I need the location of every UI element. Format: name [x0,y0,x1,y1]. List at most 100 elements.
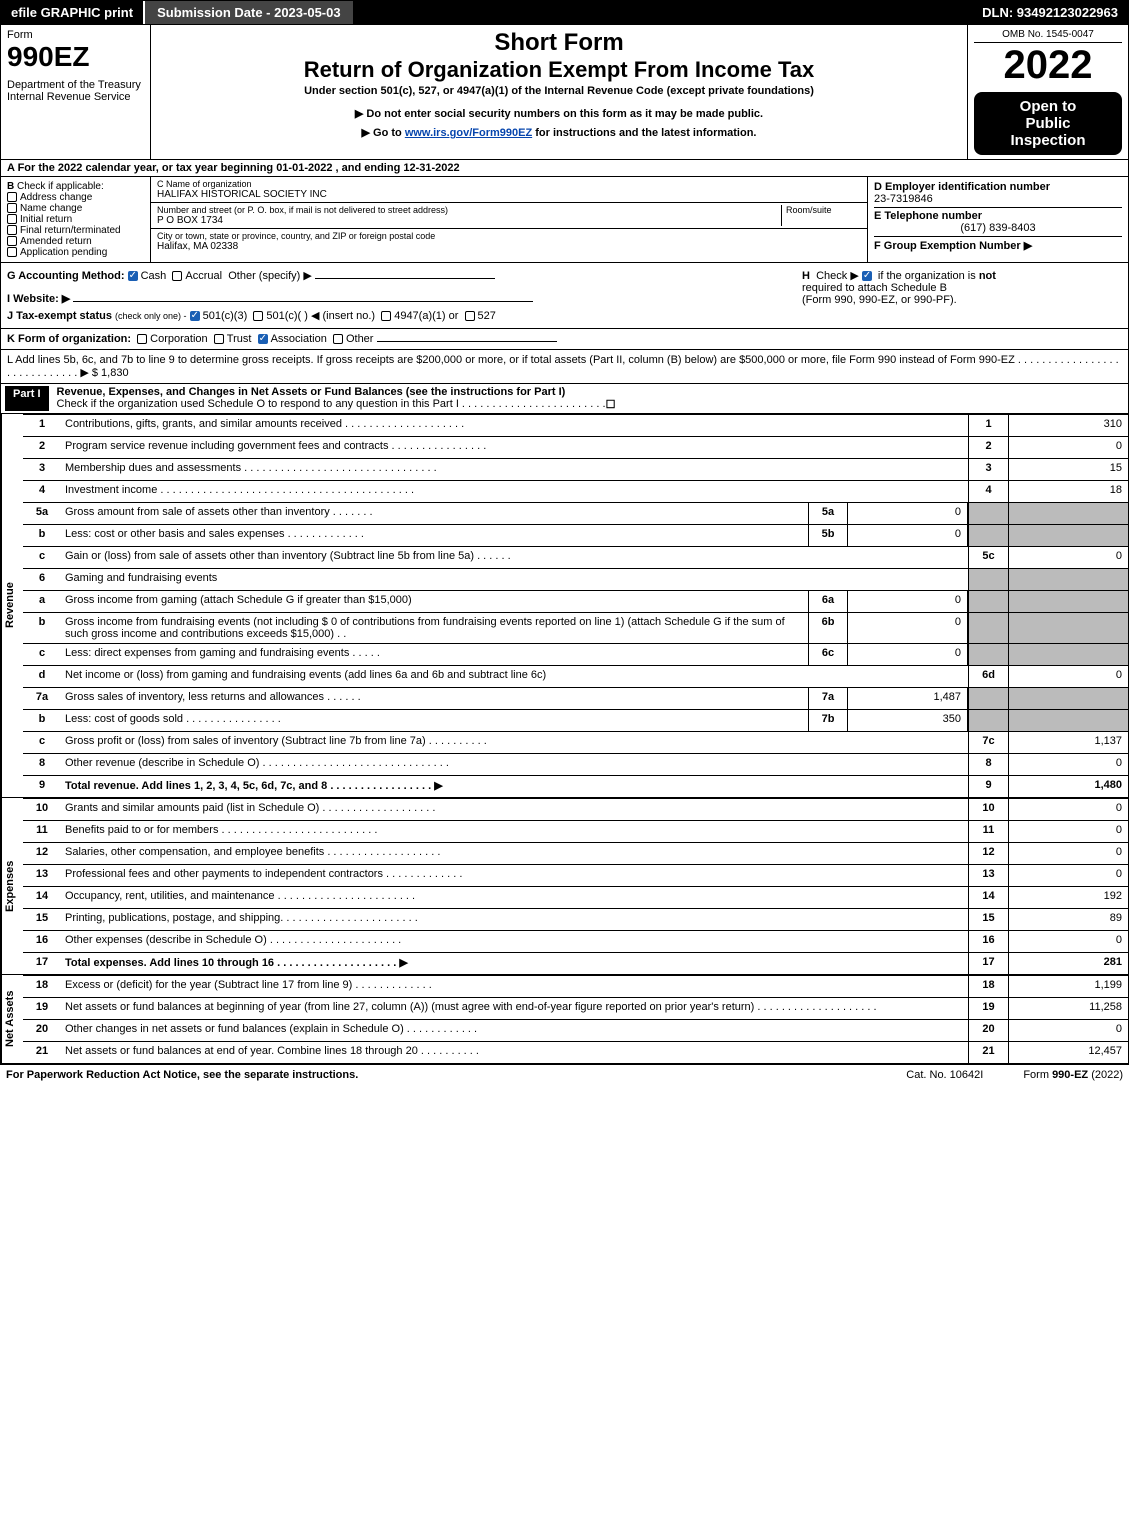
cb-initial-return[interactable] [7,214,17,224]
cb-other-org[interactable] [333,334,343,344]
cb-4947[interactable] [381,311,391,321]
cb-amended-return[interactable] [7,236,17,246]
line-row: 18Excess or (deficit) for the year (Subt… [23,975,1128,997]
line-row: 9Total revenue. Add lines 1, 2, 3, 4, 5c… [23,775,1128,797]
line-number: 5a [23,503,61,524]
line-value [1008,644,1128,665]
line-number: a [23,591,61,612]
line-number: 16 [23,931,61,952]
j-label: J Tax-exempt status [7,310,112,322]
cb-accrual[interactable] [172,271,182,281]
code-subtitle: Under section 501(c), 527, or 4947(a)(1)… [157,85,961,97]
h-schedule-b: H Check ▶ if the organization is not req… [802,269,1122,322]
expenses-lines: 10Grants and similar amounts paid (list … [23,798,1128,974]
page-footer: For Paperwork Reduction Act Notice, see … [0,1064,1129,1085]
line-number: 19 [23,998,61,1019]
line-ref-number [968,613,1008,643]
sub-line-ref: 7b [808,710,848,731]
ssn-warning: ▶ Do not enter social security numbers o… [157,107,961,120]
line-number: 8 [23,754,61,775]
opt-amended-return: Amended return [20,236,92,247]
line-ref-number [968,503,1008,524]
line-row: 14Occupancy, rent, utilities, and mainte… [23,886,1128,908]
other-specify-input[interactable] [315,278,495,279]
line-number: 7a [23,688,61,709]
line-row: 5aGross amount from sale of assets other… [23,502,1128,524]
line-number: 9 [23,776,61,797]
h-check-arrow: Check ▶ [816,270,859,282]
line-row: 6Gaming and fundraising events [23,568,1128,590]
sub-line-value: 350 [848,710,968,731]
opt-501c: 501(c)( ) ◀ (insert no.) [266,310,375,322]
line-number: b [23,613,61,643]
cb-cash[interactable] [128,271,138,281]
cb-application-pending[interactable] [7,247,17,257]
line-description: Gross sales of inventory, less returns a… [61,688,808,709]
opt-address-change: Address change [20,192,92,203]
irs-label: Internal Revenue Service [7,91,144,103]
line-number: 21 [23,1042,61,1063]
b-label: B [7,181,14,192]
sub-line-ref: 7a [808,688,848,709]
cb-trust[interactable] [214,334,224,344]
opt-4947: 4947(a)(1) or [394,310,458,322]
line-number: 2 [23,437,61,458]
part1-label: Part I [5,386,49,411]
h-text3: required to attach Schedule B [802,282,947,294]
goto-post: for instructions and the latest informat… [532,127,756,139]
opt-final-return: Final return/terminated [20,225,121,236]
line-value: 0 [1008,821,1128,842]
line-value: 89 [1008,909,1128,930]
line-value: 12,457 [1008,1042,1128,1063]
part1-check-box[interactable]: ☐ [606,398,616,411]
sub-line-ref: 6c [808,644,848,665]
sub-line-ref: 6b [808,613,848,643]
cb-527[interactable] [465,311,475,321]
line-value [1008,503,1128,524]
line-row: 21Net assets or fund balances at end of … [23,1041,1128,1063]
expenses-section: Expenses 10Grants and similar amounts pa… [0,798,1129,975]
left-g-i-j: G Accounting Method: Cash Accrual Other … [7,269,802,322]
cb-association[interactable] [258,334,268,344]
other-org-input[interactable] [377,341,557,342]
line-row: 19Net assets or fund balances at beginni… [23,997,1128,1019]
line-row: cGain or (loss) from sale of assets othe… [23,546,1128,568]
cb-corporation[interactable] [137,334,147,344]
cb-501c3[interactable] [190,311,200,321]
line-number: 12 [23,843,61,864]
line-value: 310 [1008,415,1128,436]
line-value: 15 [1008,459,1128,480]
line-row: 13Professional fees and other payments t… [23,864,1128,886]
cb-address-change[interactable] [7,192,17,202]
line-value [1008,569,1128,590]
opt-initial-return: Initial return [20,214,72,225]
irs-link[interactable]: www.irs.gov/Form990EZ [405,127,532,139]
part1-check-note: Check if the organization used Schedule … [57,398,606,410]
cb-schedule-b-not-required[interactable] [862,271,872,281]
cb-final-return[interactable] [7,225,17,235]
line-number: 17 [23,953,61,974]
form-ref-post: (2022) [1088,1069,1123,1081]
efile-print-label[interactable]: efile GRAPHIC print [1,1,143,24]
line-value: 0 [1008,547,1128,568]
line-row: 1Contributions, gifts, grants, and simil… [23,414,1128,436]
line-row: 15Printing, publications, postage, and s… [23,908,1128,930]
line-row: 17Total expenses. Add lines 10 through 1… [23,952,1128,974]
revenue-vertical-label: Revenue [1,414,23,797]
line-description: Net assets or fund balances at end of ye… [61,1042,968,1063]
line-number: 3 [23,459,61,480]
line-ref-number [968,644,1008,665]
line-value [1008,591,1128,612]
cb-501c[interactable] [253,311,263,321]
line-ref-number [968,525,1008,546]
l-gross-receipts: L Add lines 5b, 6c, and 7b to line 9 to … [0,350,1129,384]
line-description: Other revenue (describe in Schedule O) .… [61,754,968,775]
line-number: c [23,547,61,568]
line-description: Salaries, other compensation, and employ… [61,843,968,864]
line-description: Printing, publications, postage, and shi… [61,909,968,930]
cb-name-change[interactable] [7,203,17,213]
line-description: Program service revenue including govern… [61,437,968,458]
website-input[interactable] [73,301,533,302]
line-ref-number: 6d [968,666,1008,687]
netassets-section: Net Assets 18Excess or (deficit) for the… [0,975,1129,1064]
